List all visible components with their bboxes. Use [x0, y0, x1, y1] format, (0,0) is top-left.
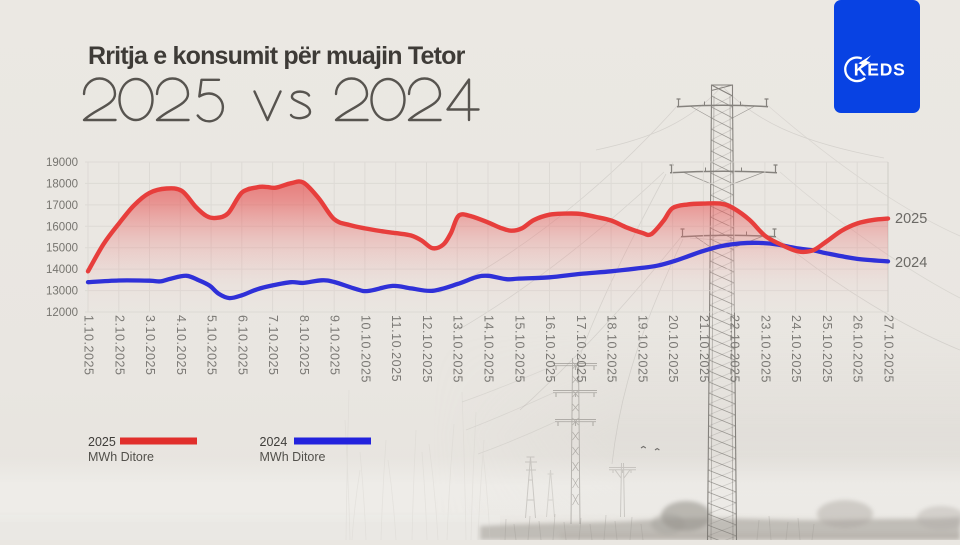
- svg-text:MWh Ditore: MWh Ditore: [88, 450, 154, 464]
- svg-text:Rritja e konsumit për muajin T: Rritja e konsumit për muajin Tetor: [88, 42, 466, 70]
- svg-text:19000: 19000: [46, 157, 78, 169]
- svg-text:25.10.2025: 25.10.2025: [820, 315, 834, 383]
- svg-text:16.10.2025: 16.10.2025: [543, 315, 557, 383]
- svg-text:13.10.2025: 13.10.2025: [451, 315, 465, 383]
- svg-text:14000: 14000: [46, 264, 78, 276]
- svg-text:22.10.2025: 22.10.2025: [728, 315, 742, 383]
- svg-text:2024: 2024: [895, 255, 927, 271]
- svg-text:9.10.2025: 9.10.2025: [328, 315, 342, 376]
- svg-text:6.10.2025: 6.10.2025: [235, 315, 249, 376]
- svg-text:2.10.2025: 2.10.2025: [112, 315, 126, 376]
- svg-text:15.10.2025: 15.10.2025: [512, 315, 526, 383]
- svg-text:20.10.2025: 20.10.2025: [666, 315, 680, 383]
- svg-text:13000: 13000: [46, 286, 78, 298]
- svg-text:26.10.2025: 26.10.2025: [851, 315, 865, 383]
- svg-text:2024: 2024: [260, 435, 288, 449]
- svg-text:27.10.2025: 27.10.2025: [882, 315, 896, 383]
- svg-text:19.10.2025: 19.10.2025: [635, 315, 649, 383]
- svg-text:16000: 16000: [46, 221, 78, 233]
- svg-text:14.10.2025: 14.10.2025: [482, 315, 496, 383]
- svg-text:24.10.2025: 24.10.2025: [789, 315, 803, 383]
- svg-text:21.10.2025: 21.10.2025: [697, 315, 711, 383]
- svg-text:12000: 12000: [46, 307, 78, 319]
- svg-text:8.10.2025: 8.10.2025: [297, 315, 311, 376]
- svg-text:MWh Ditore: MWh Ditore: [260, 450, 326, 464]
- svg-text:5.10.2025: 5.10.2025: [205, 315, 219, 376]
- svg-text:4.10.2025: 4.10.2025: [174, 315, 188, 376]
- svg-text:10.10.2025: 10.10.2025: [358, 315, 372, 383]
- svg-text:15000: 15000: [46, 243, 78, 255]
- svg-text:23.10.2025: 23.10.2025: [758, 315, 772, 383]
- svg-text:2025: 2025: [88, 435, 116, 449]
- svg-text:17.10.2025: 17.10.2025: [574, 315, 588, 383]
- svg-text:18000: 18000: [46, 178, 78, 190]
- svg-text:17000: 17000: [46, 200, 78, 212]
- svg-text:18.10.2025: 18.10.2025: [605, 315, 619, 383]
- svg-text:3.10.2025: 3.10.2025: [143, 315, 157, 376]
- svg-text:1.10.2025: 1.10.2025: [82, 315, 96, 376]
- svg-text:2025: 2025: [895, 211, 927, 227]
- svg-text:12.10.2025: 12.10.2025: [420, 315, 434, 383]
- svg-text:KEDS: KEDS: [854, 60, 906, 80]
- svg-text:11.10.2025: 11.10.2025: [389, 315, 403, 382]
- svg-text:7.10.2025: 7.10.2025: [266, 315, 280, 376]
